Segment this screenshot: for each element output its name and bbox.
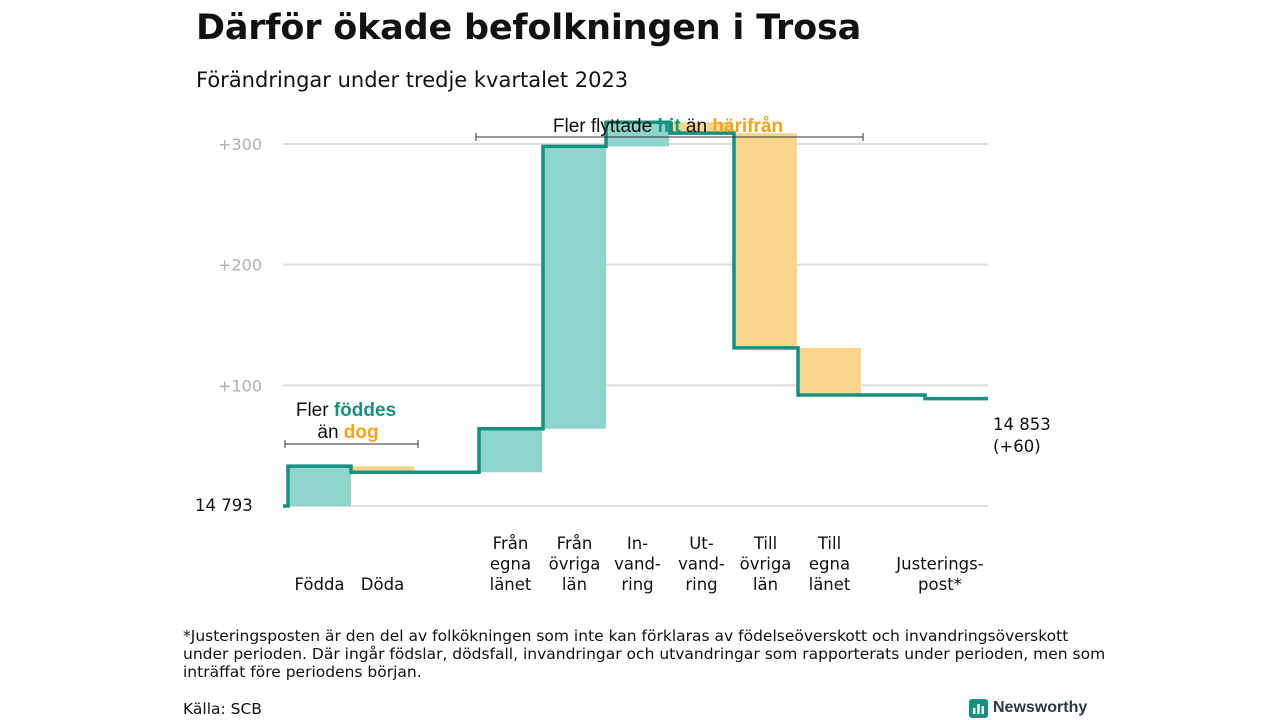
waterfall-bar xyxy=(479,428,542,473)
group-annotation-deaths: än dog xyxy=(317,422,378,443)
chart-subtitle: Förändringar under tredje kvartalet 2023 xyxy=(196,68,629,92)
end-value-label: 14 853 xyxy=(993,415,1051,434)
newsworthy-logo: Newsworthy xyxy=(969,697,1087,719)
start-value-label: 14 793 xyxy=(195,496,253,515)
waterfall-bar xyxy=(543,146,606,429)
waterfall-bar xyxy=(606,122,669,147)
footnote: *Justeringsposten är den del av folkökni… xyxy=(183,627,1106,681)
category-label: Döda xyxy=(361,575,404,594)
brand-name: Newsworthy xyxy=(993,699,1088,716)
cumulative-step-line xyxy=(283,120,988,508)
category-label: Från egna länet xyxy=(490,534,532,594)
category-label: Ut-vand-ring xyxy=(678,534,725,594)
y-tick-label: +100 xyxy=(218,376,262,395)
waterfall-bar xyxy=(734,133,797,348)
group-bracket-migration xyxy=(475,133,864,141)
waterfall-bar xyxy=(798,347,861,395)
end-value-label: (+60) xyxy=(993,437,1041,456)
category-label: Till egna länet xyxy=(809,534,851,594)
waterfall-chart: +100 +200 +300 14 793 14 853 (+60) Födda Döda Fr… xyxy=(195,116,1051,595)
y-tick-label: +200 xyxy=(218,256,262,275)
waterfall-bar xyxy=(351,466,414,473)
group-annotation-births: Fler föddes xyxy=(296,400,396,421)
category-label: Födda xyxy=(294,575,344,594)
chart-title: Därför ökade befolkningen i Trosa xyxy=(196,8,861,48)
source-label: Källa: SCB xyxy=(183,700,262,718)
waterfall-bar xyxy=(288,466,351,506)
category-label: Justerings-post* xyxy=(895,555,983,595)
group-bracket-births xyxy=(284,440,419,448)
group-annotation-migration: Fler flyttade hit än härifrån xyxy=(553,116,783,137)
category-label: Från övriga län xyxy=(549,534,601,594)
y-tick-label: +300 xyxy=(218,135,262,154)
category-label: Till övriga län xyxy=(740,534,792,594)
bar-chart-icon xyxy=(969,698,988,718)
waterfall-bar xyxy=(670,122,733,134)
category-label: In-vand-ring xyxy=(614,534,661,594)
